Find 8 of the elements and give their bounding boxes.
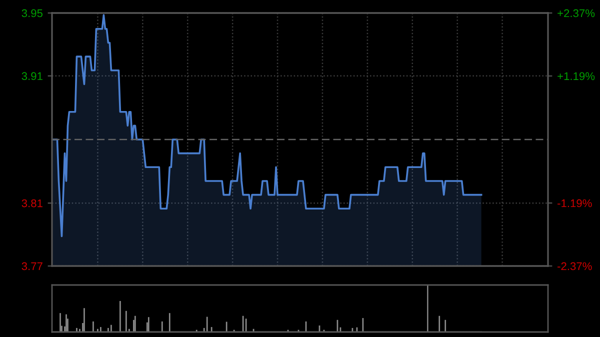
- y2-tick-label: +2.37%: [558, 9, 595, 18]
- y2-tick-label: -1.19%: [558, 199, 592, 208]
- y-tick-label: 3.95: [22, 9, 43, 18]
- y-tick-label: 3.91: [22, 72, 42, 80]
- y2-tick-label: +1.19%: [558, 72, 595, 80]
- y2-tick-label: -2.37%: [558, 262, 592, 270]
- y-tick-label: 3.81: [22, 199, 42, 208]
- y-tick-label: 3.77: [22, 262, 42, 270]
